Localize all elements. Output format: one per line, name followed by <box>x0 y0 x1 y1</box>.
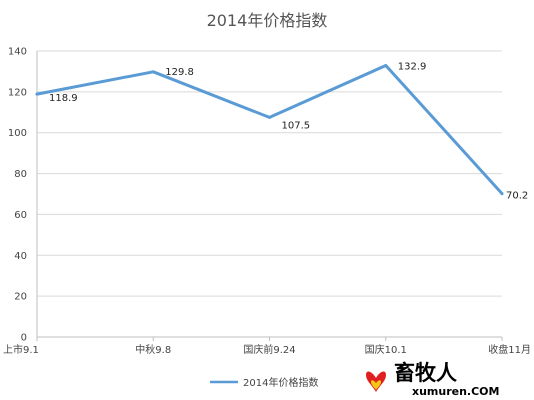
legend: 2014年价格指数 <box>210 376 318 389</box>
series-line <box>35 64 504 196</box>
x-tick-label: 中秋9.8 <box>135 343 171 356</box>
data-label: 107.5 <box>282 120 311 131</box>
data-label: 70.2 <box>506 191 528 202</box>
x-tick-label: 国庆前9.24 <box>243 343 295 356</box>
x-tick-label: 收盘11月 <box>488 343 531 356</box>
y-tick-label: 40 <box>14 251 27 262</box>
y-tick-label: 0 <box>21 333 27 344</box>
axes <box>36 51 502 338</box>
heart-icon <box>366 371 386 392</box>
gridlines <box>37 50 502 297</box>
data-label: 132.9 <box>398 62 427 73</box>
data-point <box>35 92 39 96</box>
y-tick-label: 20 <box>14 292 27 303</box>
data-labels: 118.9 129.8 107.5 132.9 70.2 <box>49 62 528 202</box>
heart-inner-icon <box>371 380 381 390</box>
data-point <box>384 64 388 68</box>
watermark-logo: 畜牧人 xumuren.COM <box>366 360 499 398</box>
watermark-cn: 畜牧人 <box>394 360 457 385</box>
y-tick-label: 80 <box>14 169 27 180</box>
x-tick-label: 国庆10.1 <box>365 343 407 356</box>
series-layer <box>35 64 504 196</box>
data-point <box>151 70 155 74</box>
watermark-en: xumuren.COM <box>412 385 499 398</box>
x-tick-label: 上市9.1 <box>3 343 39 356</box>
y-tick-label: 60 <box>14 210 27 221</box>
data-point <box>500 192 504 196</box>
y-tick-label: 100 <box>8 128 27 139</box>
x-axis-ticks: 上市9.1 中秋9.8 国庆前9.24 国庆10.1 收盘11月 <box>3 337 531 356</box>
legend-label: 2014年价格指数 <box>243 376 318 389</box>
y-tick-label: 120 <box>8 87 27 98</box>
data-point <box>268 115 271 119</box>
data-label: 129.8 <box>165 67 194 78</box>
y-axis-ticks: 0 20 40 60 80 100 120 140 <box>8 47 27 344</box>
chart-title: 2014年价格指数 <box>207 11 328 30</box>
y-tick-label: 140 <box>8 47 27 58</box>
data-label: 118.9 <box>49 93 78 104</box>
